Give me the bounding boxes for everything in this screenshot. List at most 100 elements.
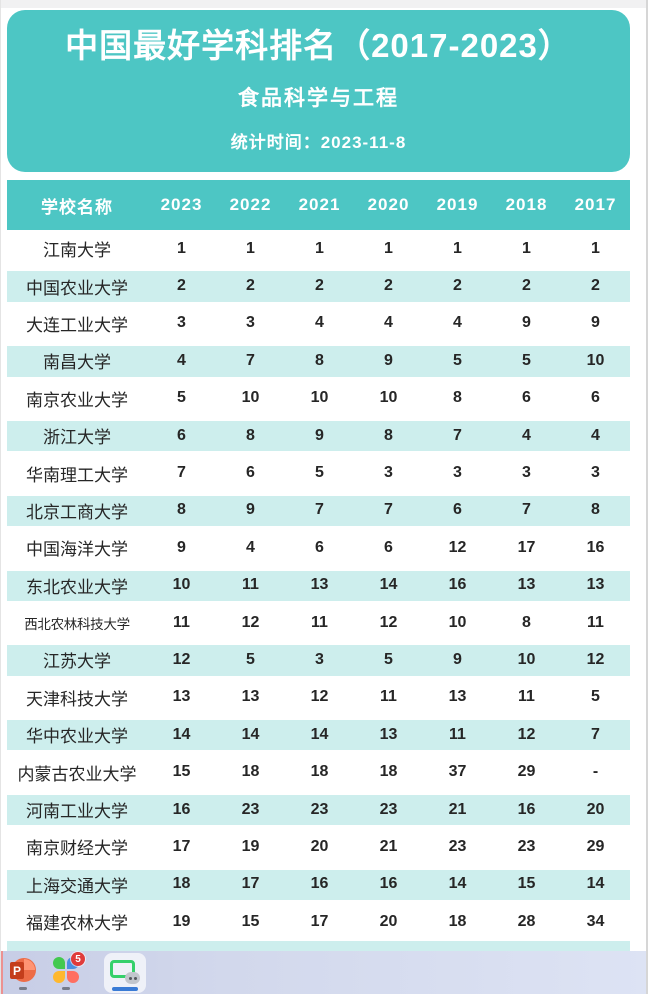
rank-cell: 2 [354,267,423,305]
rank-cell: 13 [561,566,630,604]
rank-cell: 20 [561,790,630,829]
top-window-strip [0,0,648,8]
rank-cell: 9 [285,416,354,455]
rank-cell: 8 [492,603,561,642]
school-name-cell: 江苏大学 [7,641,147,679]
title-card: 中国最好学科排名（2017-2023） 食品科学与工程 统计时间：2023-11… [7,10,630,172]
taskbar-item-powerpoint[interactable]: P [10,957,36,990]
rank-cell: 8 [423,379,492,417]
rank-cell: 17 [216,865,285,904]
rank-cell: 16 [354,865,423,904]
rank-cell: 6 [561,379,630,417]
notification-badge: 5 [71,952,85,966]
rank-cell: 10 [216,379,285,417]
table-row: 中国海洋大学 9 4 6 6 12 17 16 [7,529,630,567]
rank-cell: 4 [423,304,492,343]
rank-cell: 8 [216,416,285,455]
rank-cell: 21 [423,790,492,829]
school-name-cell: 华南理工大学 [7,454,147,492]
rank-cell: 16 [561,529,630,567]
rank-cell: 7 [354,491,423,530]
school-name-cell: 河南工业大学 [7,790,147,829]
school-name-cell: 南京财经大学 [7,828,147,866]
school-name-cell: 大连工业大学 [7,304,147,343]
rank-cell: 8 [285,342,354,380]
rank-cell: 10 [492,641,561,679]
school-name-cell: 西北农林科技大学 [7,603,147,642]
table-row: 东北农业大学 10 11 13 14 16 13 13 [7,566,630,604]
school-name-cell: 内蒙古农业大学 [7,753,147,791]
rank-cell: - [561,753,630,791]
rank-cell: 10 [285,379,354,417]
table-header-row: 学校名称 2023 2022 2021 2020 2019 2018 2017 [7,180,630,230]
table-row: 南京农业大学 5 10 10 10 8 6 6 [7,379,630,417]
rank-cell: 10 [423,603,492,642]
rank-cell: 9 [423,641,492,679]
table-row: 西北农林科技大学 11 12 11 12 10 8 11 [7,603,630,642]
rank-cell: 5 [147,379,216,417]
running-indicator [19,987,27,990]
rank-cell: 8 [354,416,423,455]
rank-cell: 2 [423,267,492,305]
taskbar-item-app-grid[interactable]: 5 [53,952,85,990]
rank-cell: 18 [147,865,216,904]
rank-cell: 4 [492,416,561,455]
rank-cell: 23 [354,790,423,829]
rank-cell: 11 [285,603,354,642]
page-title: 中国最好学科排名（2017-2023） [65,27,572,64]
rank-cell: 7 [492,491,561,530]
rank-cell: 14 [354,566,423,604]
table-row: 江南大学 1 1 1 1 1 1 1 [7,230,630,268]
rank-cell: 11 [354,678,423,717]
rank-cell: 18 [216,753,285,791]
rank-cell: 7 [285,491,354,530]
rank-cell: 18 [285,753,354,791]
column-header-year: 2020 [354,180,423,230]
rank-cell: 3 [423,454,492,492]
rank-cell: 3 [216,304,285,343]
column-header-year: 2022 [216,180,285,230]
rank-cell: 5 [354,641,423,679]
school-name-cell: 华中农业大学 [7,716,147,754]
school-name-cell: 天津科技大学 [7,678,147,717]
powerpoint-icon: P [10,957,36,983]
rank-cell: 14 [285,716,354,754]
rank-cell: 1 [216,230,285,268]
rank-cell: 4 [561,416,630,455]
running-indicator [62,987,70,990]
rank-cell: 6 [285,529,354,567]
rank-cell: 12 [354,603,423,642]
table-row: 浙江大学 6 8 9 8 7 4 4 [7,416,630,455]
table-row: 南昌大学 4 7 8 9 5 5 10 [7,342,630,380]
rank-cell: 9 [561,304,630,343]
rank-cell: 9 [354,342,423,380]
rank-cell: 4 [147,342,216,380]
app-grid-icon: 5 [53,952,85,983]
column-header-year: 2019 [423,180,492,230]
taskbar-left-red-strip [0,951,3,994]
school-name-cell: 东北农业大学 [7,566,147,604]
taskbar-item-screen-share[interactable] [104,953,146,993]
rank-cell: 9 [216,491,285,530]
rank-cell: 6 [492,379,561,417]
column-header-year: 2017 [561,180,630,230]
rank-cell: 23 [492,828,561,866]
column-header-school: 学校名称 [7,180,147,230]
rank-cell: 10 [561,342,630,380]
screen-share-icon [104,953,146,993]
rank-cell: 4 [354,304,423,343]
rank-cell: 3 [147,304,216,343]
rank-cell: 7 [216,342,285,380]
rank-cell: 12 [147,641,216,679]
rank-cell: 1 [354,230,423,268]
rank-cell: 15 [147,753,216,791]
rank-cell: 8 [561,491,630,530]
rank-cell: 2 [216,267,285,305]
rank-cell: 29 [492,753,561,791]
school-name-cell: 中国农业大学 [7,267,147,305]
table-row: 江苏大学 12 5 3 5 9 10 12 [7,641,630,679]
rank-cell: 18 [423,903,492,941]
school-name-cell: 南京农业大学 [7,379,147,417]
rank-cell: 2 [285,267,354,305]
rank-cell: 9 [492,304,561,343]
